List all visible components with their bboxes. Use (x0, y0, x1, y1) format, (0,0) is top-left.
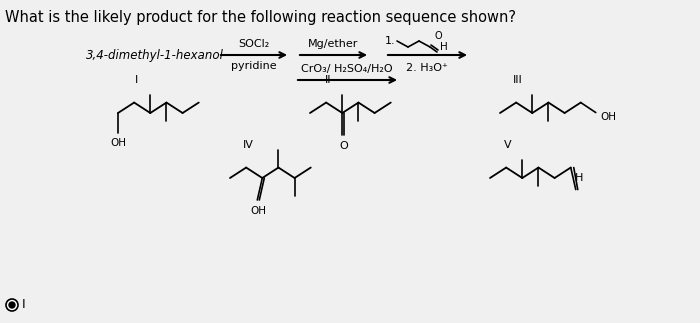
Text: SOCl₂: SOCl₂ (239, 39, 270, 49)
Text: H: H (575, 172, 583, 182)
Text: OH: OH (601, 111, 617, 121)
Text: O: O (339, 141, 348, 151)
Text: OH: OH (251, 206, 266, 216)
Text: I: I (22, 298, 26, 311)
Circle shape (6, 299, 18, 311)
Text: Mg/ether: Mg/ether (308, 39, 358, 49)
Text: OH: OH (110, 138, 126, 148)
Text: What is the likely product for the following reaction sequence shown?: What is the likely product for the follo… (5, 10, 516, 25)
Text: II: II (325, 75, 331, 85)
Text: 3,4-dimethyl-1-hexanol: 3,4-dimethyl-1-hexanol (86, 48, 224, 61)
Text: CrO₃/ H₂SO₄/H₂O: CrO₃/ H₂SO₄/H₂O (301, 64, 393, 74)
Text: IV: IV (243, 140, 253, 150)
Text: H: H (440, 42, 448, 52)
Text: I: I (134, 75, 138, 85)
Text: 2. H₃O⁺: 2. H₃O⁺ (406, 63, 448, 73)
Text: 1.: 1. (385, 36, 396, 46)
Text: O: O (434, 31, 442, 41)
Text: pyridine: pyridine (231, 61, 276, 71)
Text: V: V (504, 140, 512, 150)
Text: III: III (513, 75, 523, 85)
Circle shape (9, 302, 15, 308)
